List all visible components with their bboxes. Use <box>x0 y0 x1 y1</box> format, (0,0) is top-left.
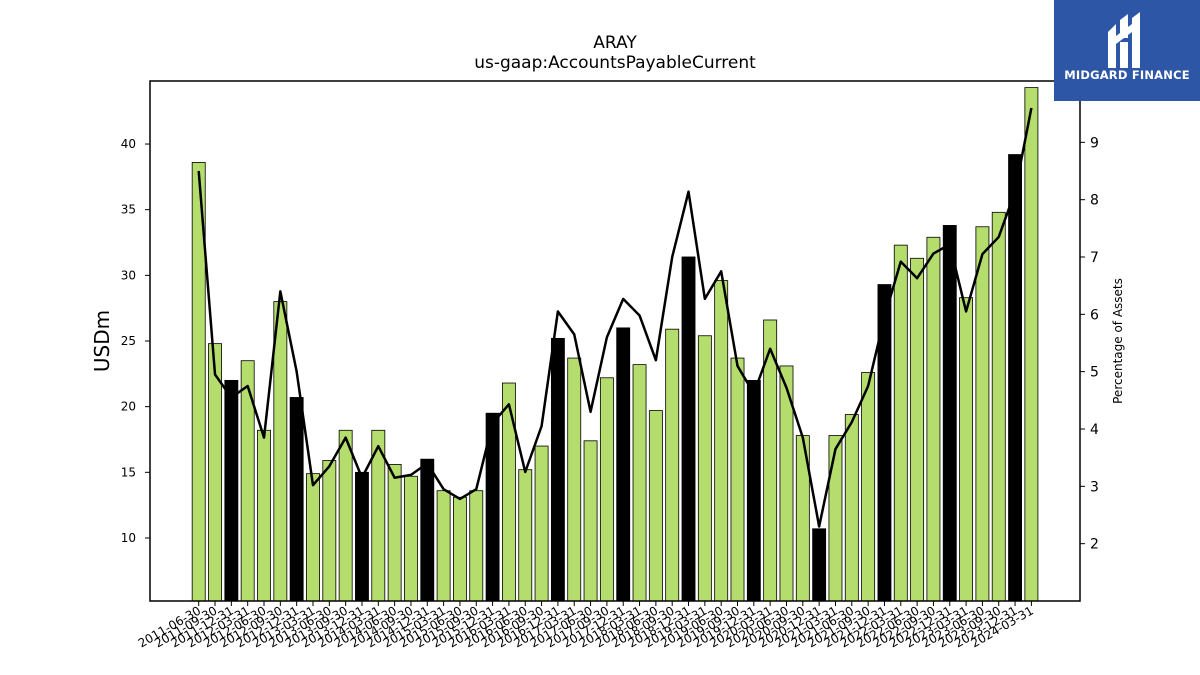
y-tick-label: 40 <box>121 137 136 151</box>
bar <box>404 475 418 602</box>
bar <box>681 256 696 602</box>
bar <box>338 429 353 602</box>
line-series <box>197 107 1033 528</box>
y2-tick-label: 7 <box>1090 250 1099 266</box>
bar <box>518 469 533 602</box>
y2-tick-label: 2 <box>1090 537 1099 553</box>
bar <box>665 328 680 602</box>
bar-series <box>191 87 1039 602</box>
bar <box>844 414 859 602</box>
bar <box>926 236 941 602</box>
y-tick-label: 30 <box>121 268 136 282</box>
bar <box>583 440 598 602</box>
y2-tick-label: 3 <box>1090 479 1099 495</box>
bar <box>387 464 402 602</box>
y-tick-label: 15 <box>121 465 136 479</box>
y-axis-label: USDm <box>90 310 114 372</box>
bar <box>224 379 239 602</box>
bar <box>697 335 712 602</box>
bar <box>534 445 549 602</box>
bar <box>893 244 908 602</box>
bar <box>1024 87 1039 602</box>
logo-text: MIDGARD FINANCE <box>1064 68 1190 82</box>
bar <box>632 364 647 602</box>
y2-tick-label: 6 <box>1090 307 1099 323</box>
bar <box>469 490 484 602</box>
y2-axis-label: Percentage of Assets <box>1111 278 1125 404</box>
y-tick-label: 35 <box>121 203 136 217</box>
x-axis-ticks: 2011-06-302011-09-302011-12-312012-03-31… <box>136 601 1036 650</box>
y-tick-label: 25 <box>121 334 136 348</box>
y2-tick-label: 5 <box>1090 365 1099 381</box>
y-axis-ticks: 10 15 20 25 30 35 40 <box>121 137 150 545</box>
bar <box>942 225 957 602</box>
bar <box>730 357 745 602</box>
midgard-logo-icon <box>1108 12 1140 68</box>
bar <box>975 226 990 602</box>
bar <box>436 490 451 602</box>
bar <box>501 382 516 602</box>
bar <box>616 327 631 602</box>
bar <box>1008 154 1022 602</box>
bar <box>567 357 582 602</box>
bar <box>861 372 876 602</box>
y-tick-label: 20 <box>121 400 136 414</box>
y2-tick-label: 8 <box>1090 193 1099 209</box>
bar <box>273 301 288 602</box>
percentage-line <box>197 107 1033 528</box>
bar <box>420 458 435 602</box>
bar <box>306 473 320 602</box>
bar <box>991 211 1006 602</box>
bar <box>355 471 369 602</box>
bar <box>746 379 761 602</box>
y2-axis-ticks: 2 3 4 5 6 7 8 9 <box>1080 135 1099 553</box>
chart-title: ARAY <box>593 33 637 53</box>
bar <box>648 410 663 602</box>
y2-tick-label: 9 <box>1090 135 1099 151</box>
chart-subtitle: us-gaap:AccountsPayableCurrent <box>474 53 756 73</box>
bar <box>550 337 565 602</box>
bar <box>812 528 827 602</box>
bar <box>959 297 974 602</box>
bar <box>910 257 925 602</box>
bar <box>714 280 729 602</box>
bar <box>599 377 614 602</box>
y-tick-label: 10 <box>121 531 136 545</box>
bar <box>322 460 337 602</box>
brand-logo: MIDGARD FINANCE <box>1054 0 1200 101</box>
bar <box>289 397 304 602</box>
bar <box>257 429 271 602</box>
bar <box>453 496 467 602</box>
bar <box>828 435 843 602</box>
y2-tick-label: 4 <box>1090 422 1099 438</box>
